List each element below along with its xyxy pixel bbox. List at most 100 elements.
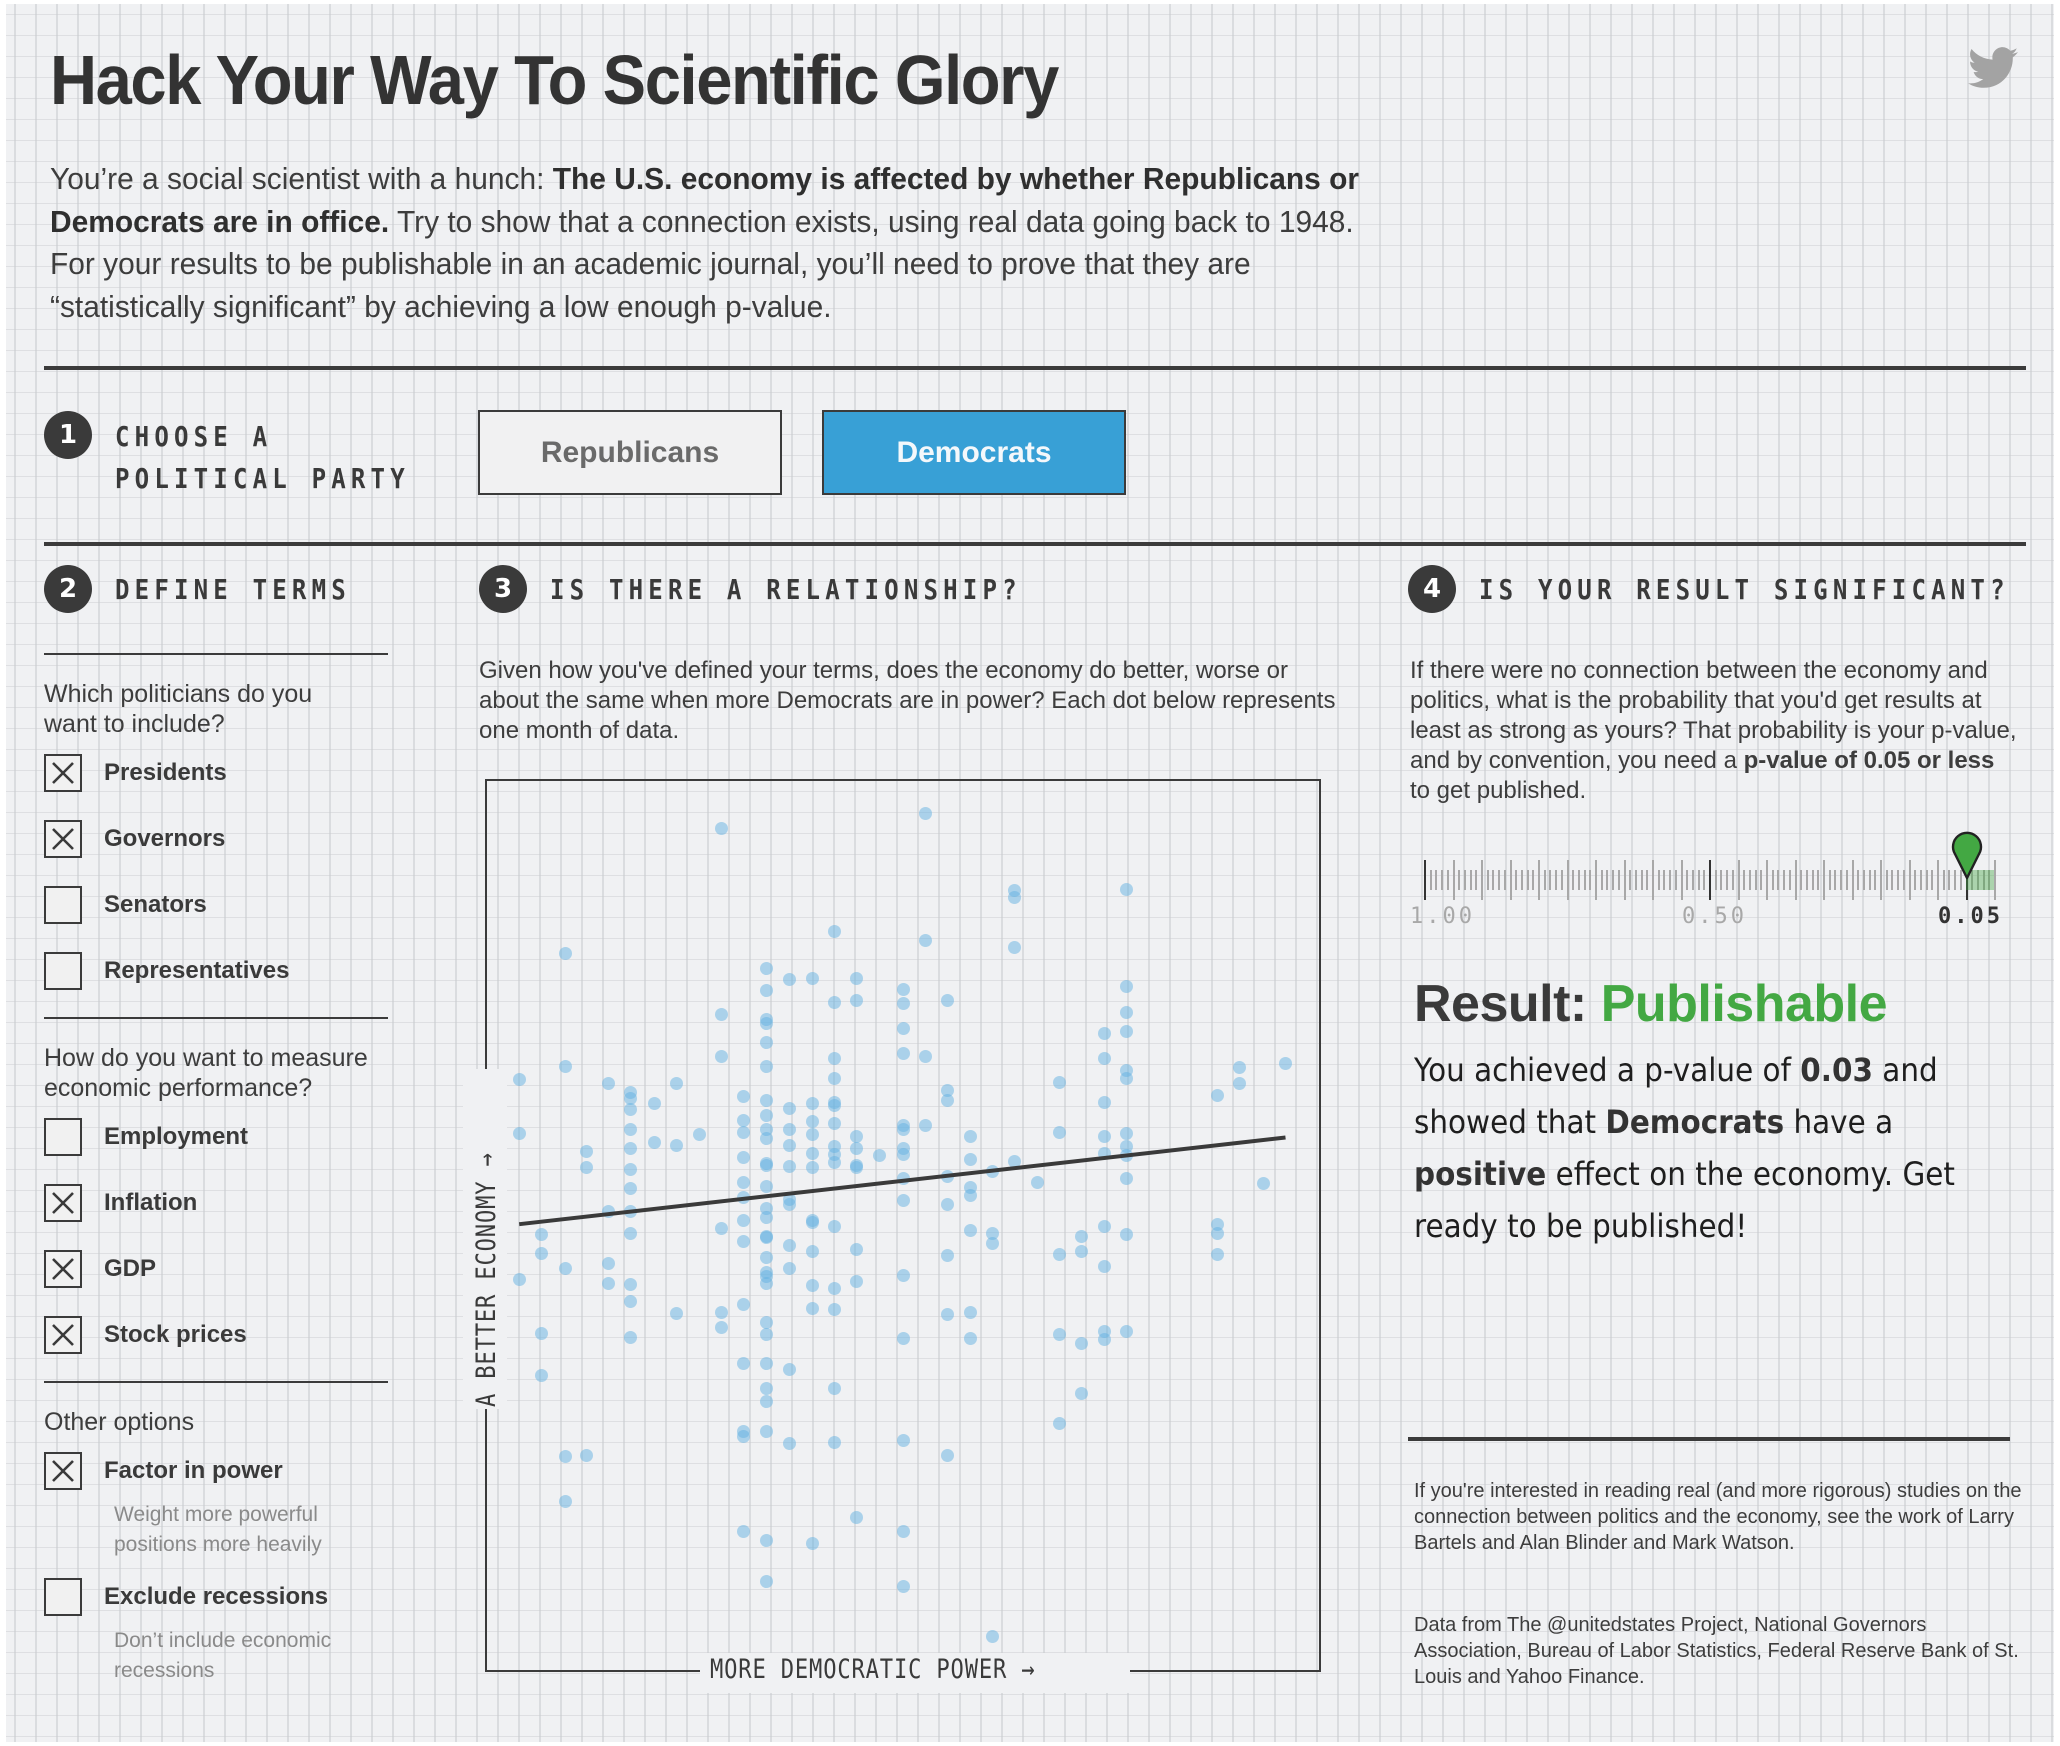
checkbox[interactable]	[44, 886, 82, 924]
data-point	[1210, 1226, 1224, 1240]
data-point	[1075, 1387, 1089, 1401]
data-point	[1030, 1175, 1044, 1189]
data-point	[828, 924, 842, 938]
scale-tick	[1481, 860, 1483, 900]
data-point	[963, 1188, 977, 1202]
data-point	[759, 1132, 773, 1146]
scale-tick	[1737, 860, 1740, 900]
checkbox[interactable]	[44, 952, 82, 990]
checkbox-label: Stock prices	[104, 1321, 247, 1348]
scale-tick	[1880, 860, 1882, 900]
data-point	[963, 1305, 977, 1319]
data-point	[602, 1077, 616, 1091]
data-point	[1119, 1006, 1133, 1020]
data-point	[624, 1278, 638, 1292]
data-point	[1233, 1077, 1246, 1091]
scale-tick	[1532, 870, 1535, 890]
checkbox[interactable]	[44, 1316, 82, 1354]
data-point	[1119, 979, 1133, 993]
data-point	[985, 1630, 999, 1644]
checkbox[interactable]	[44, 754, 82, 792]
scale-tick	[1640, 870, 1643, 890]
page: Hack Your Way To Scientific Glory You’re…	[6, 4, 2054, 1742]
checkbox-employment[interactable]: Employment	[44, 1118, 248, 1156]
scatter-chart: More Democratic power → A better economy…	[463, 779, 1321, 1693]
data-point	[941, 1308, 955, 1322]
scale-tick	[1925, 870, 1928, 890]
data-point	[759, 1381, 773, 1395]
checkbox-stock-prices[interactable]: Stock prices	[44, 1316, 247, 1354]
data-point	[850, 1161, 864, 1175]
step-2-badge: 2	[44, 565, 92, 613]
scale-tick	[1914, 870, 1917, 890]
democrats-button[interactable]: Democrats	[822, 410, 1126, 495]
checkbox[interactable]	[44, 1118, 82, 1156]
data-point	[896, 1434, 910, 1448]
data-point	[737, 1213, 751, 1227]
data-point	[715, 1321, 729, 1335]
republicans-button[interactable]: Republicans	[478, 410, 782, 495]
scale-tick	[1783, 870, 1786, 890]
data-point	[1097, 1095, 1111, 1109]
scale-tick	[1634, 870, 1637, 890]
checkbox[interactable]	[44, 820, 82, 858]
data-point	[896, 982, 910, 996]
scale-tick	[1663, 870, 1666, 890]
scale-tick	[1669, 870, 1672, 890]
divider	[44, 653, 388, 655]
data-point	[737, 1524, 751, 1538]
p-value-scale	[1424, 856, 1996, 902]
data-point	[715, 1305, 729, 1319]
scale-tick	[1948, 870, 1951, 890]
data-point	[759, 1534, 773, 1548]
data-point	[1119, 1024, 1133, 1038]
checkbox-factor-in-power[interactable]: Factor in power	[44, 1452, 283, 1490]
data-point	[805, 1245, 819, 1259]
data-point	[896, 1580, 910, 1594]
scale-tick	[1908, 860, 1911, 900]
scale-tick	[1435, 870, 1438, 890]
twitter-bird-icon[interactable]	[1968, 46, 2018, 90]
data-point	[941, 1083, 955, 1097]
result-status: Publishable	[1600, 975, 1888, 1033]
data-point	[828, 995, 842, 1009]
checkbox-representatives[interactable]: Representatives	[44, 952, 289, 990]
data-point	[828, 1155, 842, 1169]
checkbox-inflation[interactable]: Inflation	[44, 1184, 197, 1222]
scale-tick	[1868, 870, 1871, 890]
scale-tick	[1486, 870, 1489, 890]
data-point	[759, 983, 773, 997]
scale-tick	[1994, 860, 1996, 900]
data-point	[624, 1091, 638, 1105]
checkbox-presidents[interactable]: Presidents	[44, 754, 227, 792]
scale-tick	[1885, 870, 1888, 890]
data-point	[715, 822, 729, 836]
checkbox[interactable]	[44, 1250, 82, 1288]
data-point	[963, 1153, 977, 1167]
checkbox-governors[interactable]: Governors	[44, 820, 225, 858]
data-point	[1119, 1127, 1133, 1141]
scale-tick	[1526, 870, 1529, 890]
data-point	[535, 1368, 549, 1382]
data-point	[828, 1071, 842, 1085]
data-point	[783, 1238, 797, 1252]
data-point	[985, 1226, 999, 1240]
checkbox[interactable]	[44, 1452, 82, 1490]
checkbox-gdp[interactable]: GDP	[44, 1250, 156, 1288]
checkbox[interactable]	[44, 1578, 82, 1616]
data-point	[759, 961, 773, 975]
checkbox-label: Employment	[104, 1123, 249, 1150]
checkbox-senators[interactable]: Senators	[44, 886, 207, 924]
scale-tick	[1788, 870, 1791, 890]
data-point	[759, 1394, 773, 1408]
data-point	[941, 1094, 955, 1108]
checkbox-exclude-recessions[interactable]: Exclude recessions	[44, 1578, 328, 1616]
checkbox[interactable]	[44, 1184, 82, 1222]
data-point	[918, 934, 932, 948]
scale-tick	[1857, 870, 1860, 890]
data-point	[737, 1125, 751, 1139]
scale-tick	[1475, 870, 1478, 890]
data-point	[670, 1138, 684, 1152]
step-3-title: Is there a relationship?	[550, 573, 1022, 606]
x-mark-icon	[52, 1324, 74, 1346]
